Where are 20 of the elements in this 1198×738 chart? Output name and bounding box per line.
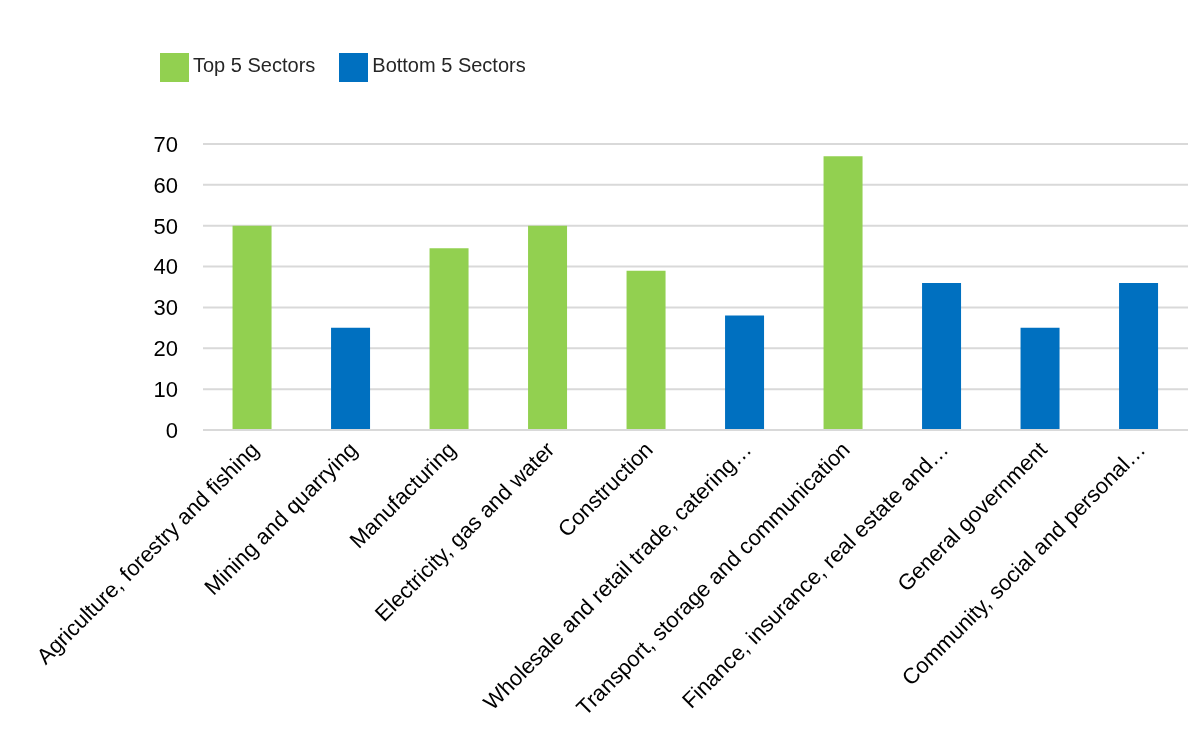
legend-label: Bottom 5 Sectors bbox=[372, 53, 526, 76]
y-tick-label: 30 bbox=[153, 295, 178, 321]
bar bbox=[1119, 282, 1159, 430]
bar bbox=[232, 225, 272, 430]
bar bbox=[429, 248, 469, 430]
bar bbox=[331, 327, 371, 430]
y-tick-label: 60 bbox=[153, 172, 178, 198]
bar bbox=[823, 156, 863, 430]
y-tick-label: 10 bbox=[153, 376, 178, 402]
y-tick-label: 50 bbox=[153, 213, 178, 239]
bar bbox=[626, 270, 666, 430]
y-tick-label: 40 bbox=[153, 254, 178, 280]
y-tick-label: 20 bbox=[153, 336, 178, 362]
bar bbox=[1020, 327, 1060, 430]
y-tick-label: 0 bbox=[165, 417, 178, 443]
y-tick-label: 70 bbox=[153, 131, 178, 157]
bar bbox=[528, 225, 568, 430]
bar bbox=[922, 282, 962, 430]
legend-label: Top 5 Sectors bbox=[193, 53, 316, 76]
bar bbox=[725, 315, 765, 430]
